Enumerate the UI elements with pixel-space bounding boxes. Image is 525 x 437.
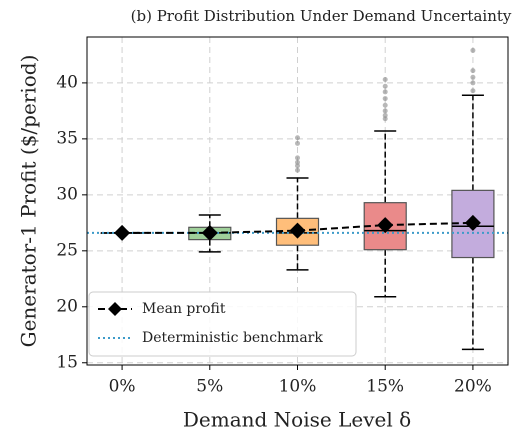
outlier bbox=[382, 77, 388, 83]
outlier bbox=[295, 135, 300, 141]
outlier bbox=[295, 167, 300, 173]
mean-marker bbox=[201, 224, 218, 241]
legend-label: Deterministic benchmark bbox=[142, 330, 323, 346]
legend-marker bbox=[108, 302, 122, 316]
x-tick-label: 0% bbox=[109, 377, 136, 397]
x-tick-label: 20% bbox=[454, 377, 492, 397]
outlier bbox=[382, 112, 388, 118]
mean-marker bbox=[289, 222, 306, 239]
chart-title: (b) Profit Distribution Under Demand Unc… bbox=[131, 7, 512, 25]
outlier bbox=[470, 88, 476, 94]
x-tick-label: 15% bbox=[366, 377, 404, 397]
x-axis-label: Demand Noise Level δ bbox=[183, 408, 411, 432]
y-tick-label: 15 bbox=[56, 352, 78, 372]
outlier bbox=[295, 140, 300, 146]
outlier bbox=[382, 108, 388, 114]
mean-marker bbox=[377, 217, 394, 234]
y-tick-label: 20 bbox=[56, 296, 78, 316]
outlier bbox=[295, 155, 300, 161]
y-tick-label: 40 bbox=[56, 72, 78, 92]
x-tick-label: 5% bbox=[196, 377, 223, 397]
outlier bbox=[382, 102, 388, 108]
y-tick-label: 35 bbox=[56, 128, 78, 148]
outlier bbox=[295, 159, 300, 165]
plot-frame bbox=[86, 36, 509, 366]
y-tick-label: 30 bbox=[56, 184, 78, 204]
mean-line bbox=[122, 221, 473, 234]
mean-marker bbox=[464, 214, 481, 231]
outlier bbox=[470, 47, 476, 53]
outlier bbox=[470, 74, 476, 80]
legend-label: Mean profit bbox=[142, 301, 226, 317]
mean-marker bbox=[114, 224, 131, 241]
outlier bbox=[382, 83, 388, 89]
x-tick-label: 10% bbox=[279, 377, 317, 397]
outlier bbox=[470, 80, 476, 86]
y-axis-label: Generator-1 Profit ($/period) bbox=[17, 55, 41, 348]
outlier bbox=[470, 68, 476, 74]
outlier bbox=[382, 89, 388, 95]
outlier bbox=[382, 96, 388, 102]
y-tick-label: 25 bbox=[56, 240, 78, 260]
legend bbox=[88, 291, 357, 357]
